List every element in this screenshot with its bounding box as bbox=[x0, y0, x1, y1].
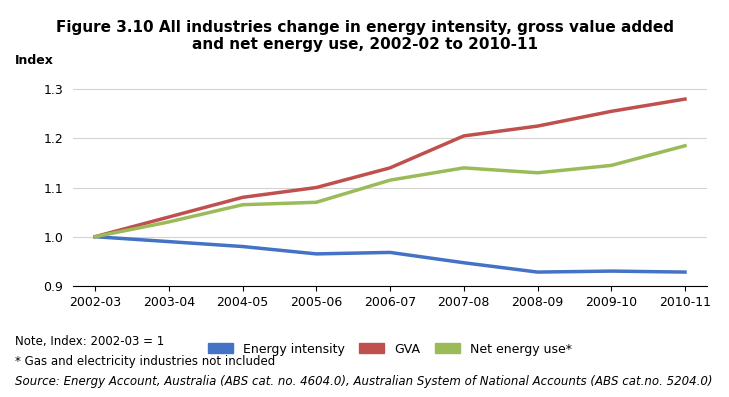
Net energy use* bbox=[681, 143, 690, 148]
Energy intensity bbox=[607, 269, 615, 274]
Net energy use* bbox=[607, 163, 615, 168]
Legend: Energy intensity, GVA, Net energy use*: Energy intensity, GVA, Net energy use* bbox=[203, 337, 577, 360]
Energy intensity bbox=[533, 270, 542, 274]
Energy intensity bbox=[386, 250, 394, 255]
Net energy use* bbox=[459, 166, 468, 170]
Energy intensity bbox=[238, 244, 247, 249]
Line: Energy intensity: Energy intensity bbox=[95, 237, 685, 272]
Net energy use* bbox=[238, 202, 247, 207]
Text: * Gas and electricity industries not included: * Gas and electricity industries not inc… bbox=[15, 355, 275, 368]
GVA bbox=[90, 234, 99, 239]
GVA bbox=[459, 133, 468, 138]
GVA bbox=[165, 215, 174, 220]
GVA bbox=[386, 166, 394, 170]
Energy intensity bbox=[90, 234, 99, 239]
Energy intensity bbox=[165, 239, 174, 244]
Net energy use* bbox=[533, 170, 542, 175]
GVA bbox=[607, 109, 615, 114]
Net energy use* bbox=[312, 200, 321, 205]
Net energy use* bbox=[90, 234, 99, 239]
Text: Index: Index bbox=[15, 54, 53, 67]
Text: Source: Energy Account, Australia (ABS cat. no. 4604.0), Australian System of Na: Source: Energy Account, Australia (ABS c… bbox=[15, 375, 712, 388]
Energy intensity bbox=[312, 252, 321, 256]
GVA bbox=[238, 195, 247, 200]
Line: Net energy use*: Net energy use* bbox=[95, 146, 685, 237]
Text: Note, Index: 2002-03 = 1: Note, Index: 2002-03 = 1 bbox=[15, 335, 164, 349]
GVA bbox=[533, 124, 542, 129]
Net energy use* bbox=[386, 178, 394, 183]
Text: Figure 3.10 All industries change in energy intensity, gross value added
and net: Figure 3.10 All industries change in ene… bbox=[55, 19, 674, 52]
Energy intensity bbox=[681, 270, 690, 274]
Line: GVA: GVA bbox=[95, 99, 685, 237]
GVA bbox=[312, 185, 321, 190]
GVA bbox=[681, 97, 690, 102]
Net energy use* bbox=[165, 220, 174, 224]
Energy intensity bbox=[459, 260, 468, 265]
